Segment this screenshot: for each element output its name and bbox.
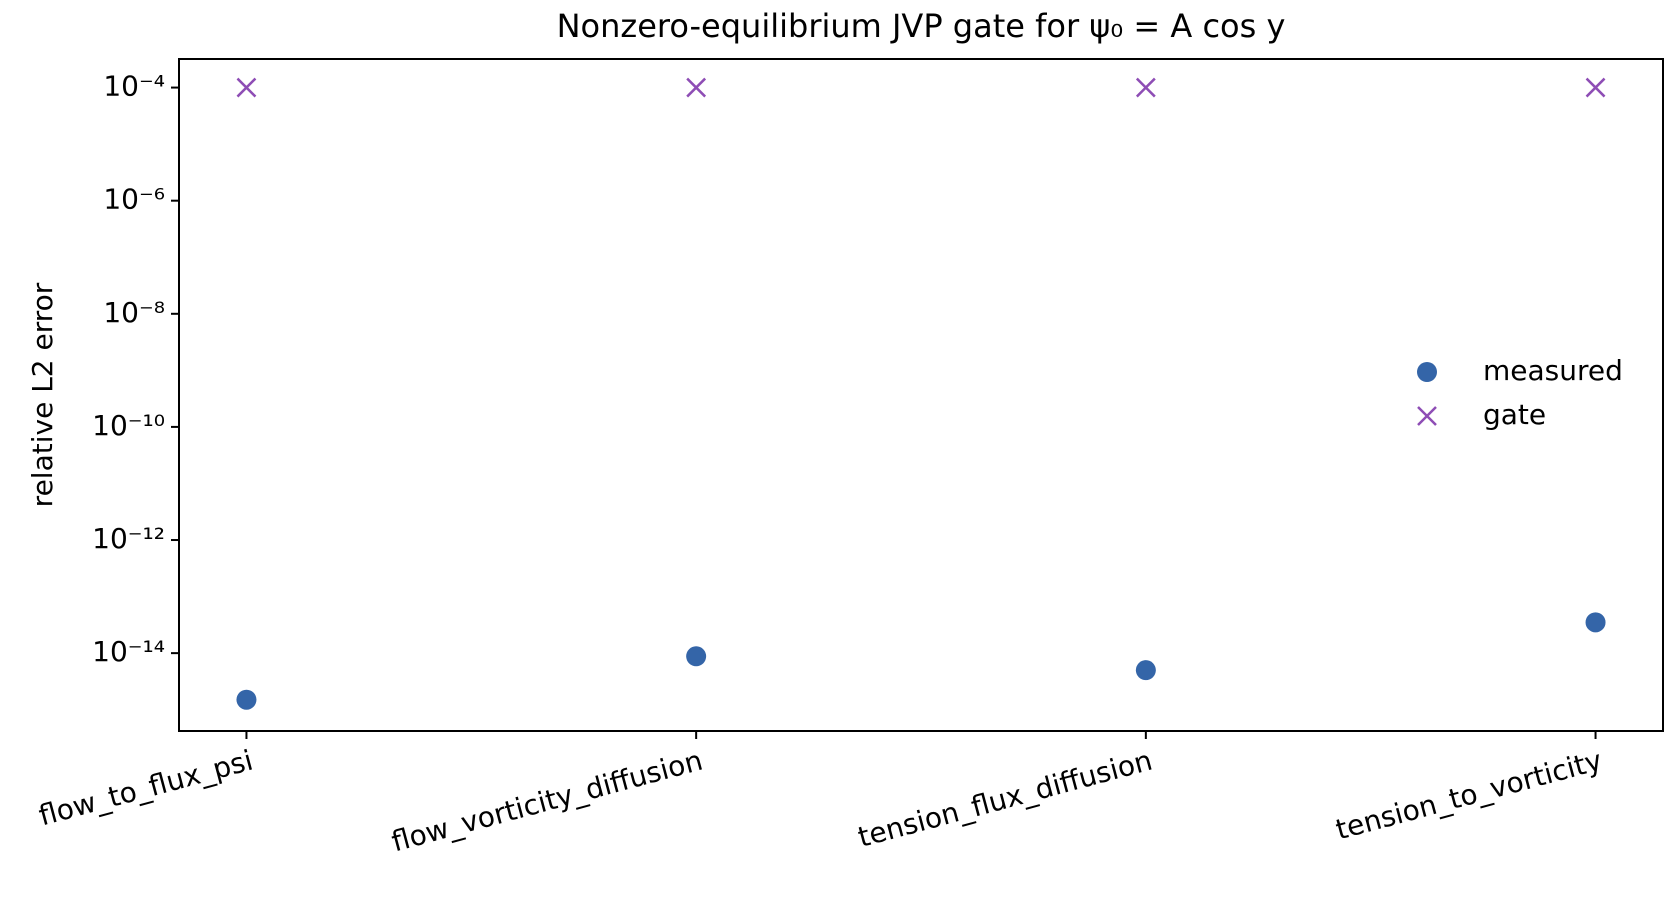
legend-marker	[1417, 362, 1437, 382]
legend-marker	[1417, 406, 1437, 426]
y-tick-label: 10⁻¹⁰	[92, 409, 165, 442]
y-tick-label: 10⁻⁴	[103, 70, 165, 103]
chart-title: Nonzero-equilibrium JVP gate for ψ₀ = A …	[557, 7, 1286, 45]
y-axis-label: relative L2 error	[26, 282, 59, 507]
y-tick-label: 10⁻⁶	[103, 183, 165, 216]
point	[236, 689, 257, 710]
legend-label: gate	[1483, 398, 1546, 431]
point	[236, 77, 257, 98]
legend-label: measured	[1483, 354, 1623, 387]
y-tick-label: 10⁻⁸	[103, 296, 165, 329]
point	[1135, 77, 1156, 98]
point	[1585, 612, 1606, 633]
point	[1135, 660, 1156, 681]
point	[686, 646, 707, 667]
point	[686, 77, 707, 98]
point	[1585, 77, 1606, 98]
plot-frame	[178, 58, 1664, 732]
y-tick-label: 10⁻¹²	[92, 522, 165, 555]
y-tick-label: 10⁻¹⁴	[92, 635, 165, 668]
